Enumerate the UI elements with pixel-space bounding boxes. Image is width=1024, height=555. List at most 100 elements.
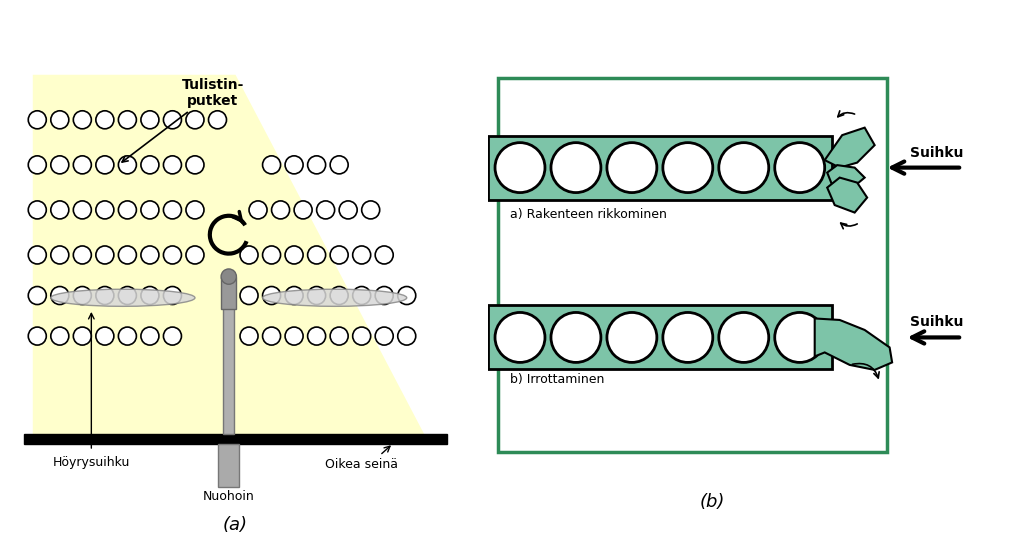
Circle shape xyxy=(119,156,136,174)
Circle shape xyxy=(285,286,303,305)
Circle shape xyxy=(119,111,136,129)
Circle shape xyxy=(96,156,114,174)
Circle shape xyxy=(339,201,357,219)
Text: Oikea seinä: Oikea seinä xyxy=(326,458,398,471)
Circle shape xyxy=(663,312,713,362)
Text: (b): (b) xyxy=(699,493,725,511)
Circle shape xyxy=(51,156,69,174)
Circle shape xyxy=(240,246,258,264)
Circle shape xyxy=(51,246,69,264)
Circle shape xyxy=(141,156,159,174)
Circle shape xyxy=(141,327,159,345)
Polygon shape xyxy=(827,178,867,213)
Bar xyxy=(223,276,234,435)
Bar xyxy=(218,444,240,487)
Polygon shape xyxy=(824,128,874,168)
Polygon shape xyxy=(815,319,892,370)
Circle shape xyxy=(397,286,416,305)
Circle shape xyxy=(262,156,281,174)
Circle shape xyxy=(141,286,159,305)
Bar xyxy=(24,435,447,444)
Circle shape xyxy=(551,312,601,362)
Circle shape xyxy=(307,286,326,305)
Circle shape xyxy=(209,111,226,129)
Circle shape xyxy=(51,201,69,219)
Circle shape xyxy=(29,201,46,219)
Circle shape xyxy=(29,286,46,305)
Circle shape xyxy=(74,156,91,174)
Circle shape xyxy=(352,286,371,305)
Circle shape xyxy=(316,201,335,219)
Circle shape xyxy=(397,327,416,345)
Circle shape xyxy=(164,327,181,345)
Circle shape xyxy=(164,111,181,129)
Bar xyxy=(498,78,887,452)
Text: a) Rakenteen rikkominen: a) Rakenteen rikkominen xyxy=(510,208,667,220)
Circle shape xyxy=(330,327,348,345)
Circle shape xyxy=(495,312,545,362)
Circle shape xyxy=(271,201,290,219)
Circle shape xyxy=(96,246,114,264)
Circle shape xyxy=(307,327,326,345)
Text: Suihku: Suihku xyxy=(910,145,964,160)
Circle shape xyxy=(51,286,69,305)
Circle shape xyxy=(74,201,91,219)
Circle shape xyxy=(307,156,326,174)
Circle shape xyxy=(74,327,91,345)
Circle shape xyxy=(29,156,46,174)
Circle shape xyxy=(29,111,46,129)
Circle shape xyxy=(141,111,159,129)
Circle shape xyxy=(74,286,91,305)
Circle shape xyxy=(240,286,258,305)
Circle shape xyxy=(51,327,69,345)
Circle shape xyxy=(119,286,136,305)
Circle shape xyxy=(141,246,159,264)
Bar xyxy=(487,305,833,370)
Circle shape xyxy=(352,246,371,264)
Bar xyxy=(487,135,833,200)
Circle shape xyxy=(186,246,204,264)
Circle shape xyxy=(361,201,380,219)
Circle shape xyxy=(285,246,303,264)
Text: (a): (a) xyxy=(223,516,248,534)
Circle shape xyxy=(186,111,204,129)
Circle shape xyxy=(29,246,46,264)
Circle shape xyxy=(96,111,114,129)
Circle shape xyxy=(285,327,303,345)
Circle shape xyxy=(663,143,713,193)
Circle shape xyxy=(607,312,656,362)
Circle shape xyxy=(119,327,136,345)
Circle shape xyxy=(96,286,114,305)
Circle shape xyxy=(607,143,656,193)
Circle shape xyxy=(551,143,601,193)
Text: b) Irrottaminen: b) Irrottaminen xyxy=(510,374,604,386)
Circle shape xyxy=(51,111,69,129)
Circle shape xyxy=(375,286,393,305)
Circle shape xyxy=(186,156,204,174)
Circle shape xyxy=(719,143,769,193)
Text: Höyrysuihku: Höyrysuihku xyxy=(52,456,130,469)
Bar xyxy=(221,276,237,309)
Text: Nuohoin: Nuohoin xyxy=(203,490,255,502)
Circle shape xyxy=(375,327,393,345)
Circle shape xyxy=(307,246,326,264)
Circle shape xyxy=(164,156,181,174)
Circle shape xyxy=(186,201,204,219)
Circle shape xyxy=(249,201,267,219)
Circle shape xyxy=(775,143,824,193)
Text: Tulistin-
putket: Tulistin- putket xyxy=(122,78,244,162)
Circle shape xyxy=(262,286,281,305)
Circle shape xyxy=(330,286,348,305)
Circle shape xyxy=(262,327,281,345)
Circle shape xyxy=(375,246,393,264)
Circle shape xyxy=(330,156,348,174)
Polygon shape xyxy=(827,165,864,190)
Circle shape xyxy=(294,201,312,219)
Circle shape xyxy=(775,312,824,362)
Circle shape xyxy=(29,327,46,345)
Circle shape xyxy=(285,156,303,174)
Circle shape xyxy=(262,246,281,264)
Circle shape xyxy=(164,201,181,219)
Polygon shape xyxy=(33,75,425,435)
Text: Suihku: Suihku xyxy=(910,315,964,330)
